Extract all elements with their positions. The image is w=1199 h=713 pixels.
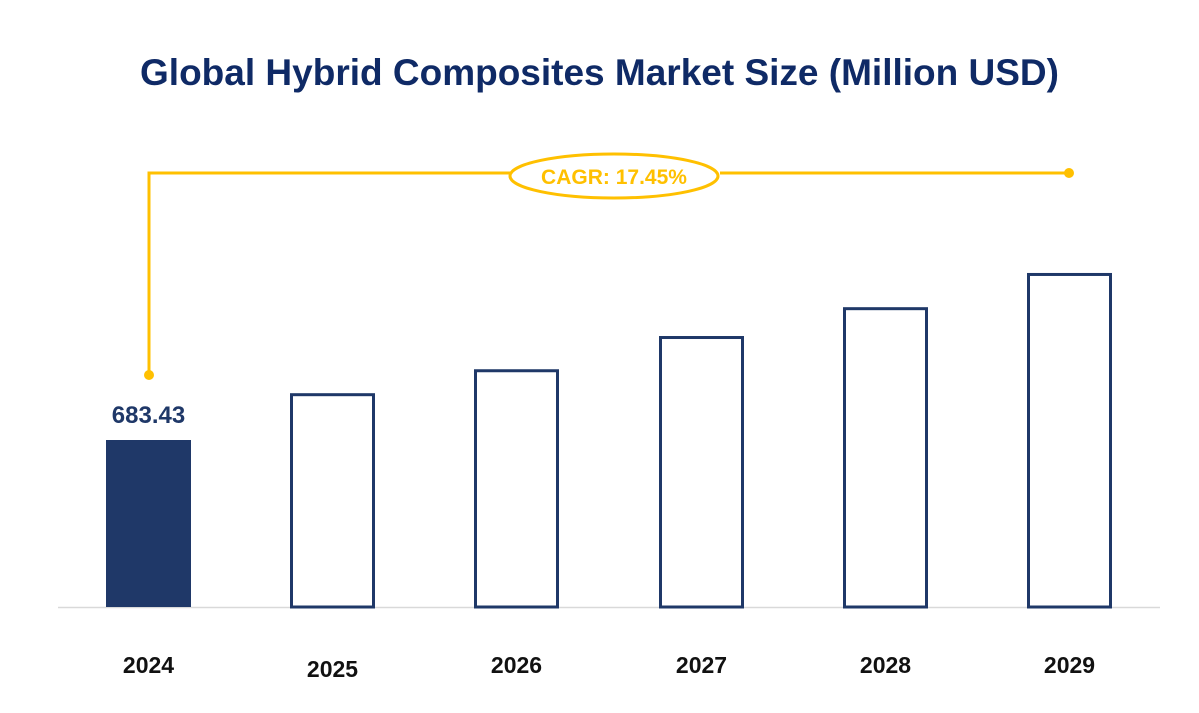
- cagr-start-dot: [144, 370, 154, 380]
- cagr-label: CAGR: 17.45%: [541, 166, 687, 189]
- chart-title: Global Hybrid Composites Market Size (Mi…: [140, 52, 1059, 93]
- bar-2027: [659, 336, 744, 609]
- bar-2028: [843, 307, 928, 609]
- x-tick-label: 2028: [860, 652, 911, 678]
- cagr-ellipse: [508, 152, 720, 200]
- x-tick-label: 2029: [1044, 652, 1095, 678]
- x-tick-label: 2027: [676, 652, 727, 678]
- cagr-end-dot: [1064, 168, 1074, 178]
- cagr-bracket-left: [147, 171, 510, 375]
- bar-2026: [474, 369, 559, 609]
- bar-2025: [290, 393, 375, 609]
- bar-2029: [1027, 272, 1112, 609]
- x-tick-label: 2024: [123, 652, 174, 678]
- data-label: 683.43: [112, 402, 185, 429]
- x-tick-label: 2025: [307, 656, 358, 682]
- x-tick-label: 2026: [491, 652, 542, 678]
- bar-2024: [106, 440, 191, 607]
